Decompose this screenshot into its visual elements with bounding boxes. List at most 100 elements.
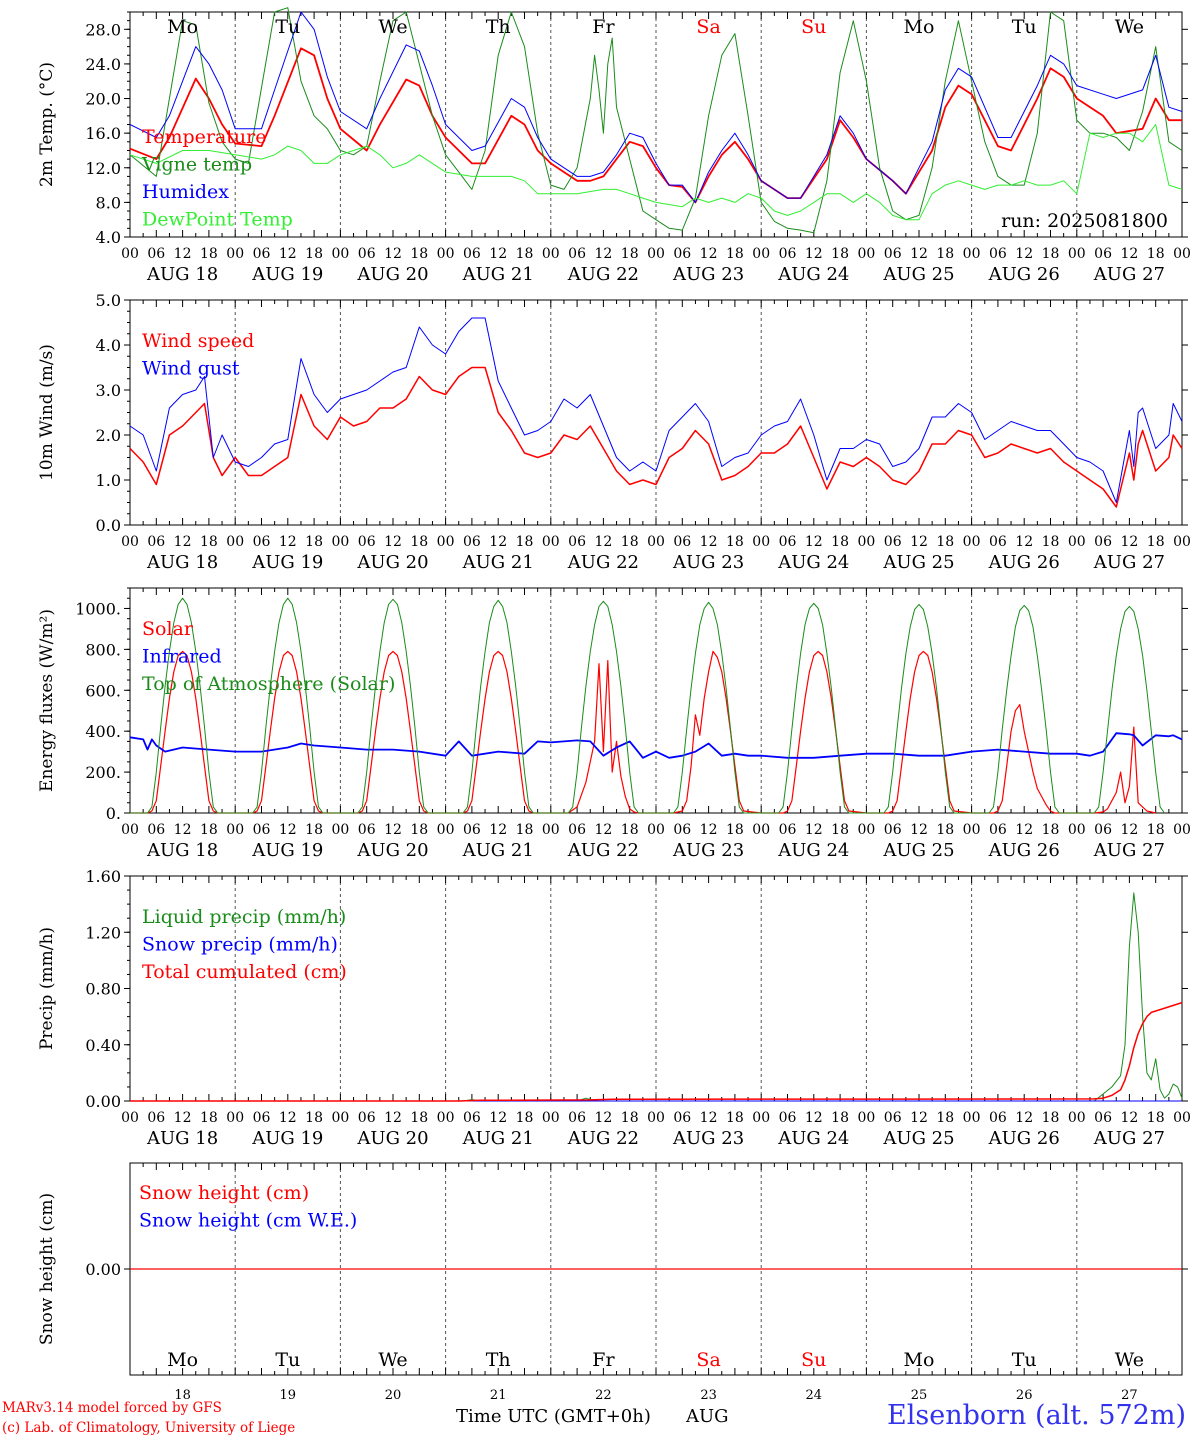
panel-energy: 0. 200. 400. 600. 800. 1000. Energy fluxes (W/…: [37, 587, 1191, 861]
legend-entry: Humidex: [142, 181, 229, 203]
legend-entry: Infrared: [142, 646, 222, 668]
x-day-label: AUG 20: [356, 840, 428, 861]
weekday-label-top: Fr: [592, 16, 615, 38]
x-tick-label: 18: [200, 534, 218, 550]
x-tick-label: 00: [857, 1110, 875, 1126]
y-tick-label: 1.20: [85, 923, 121, 942]
x-tick-label: 06: [1094, 246, 1112, 262]
x-tick-label: 18: [936, 246, 954, 262]
x-tick-label: 12: [1015, 1110, 1033, 1126]
x-day-label: AUG 18: [146, 840, 218, 861]
y-tick-label: 1.0: [96, 471, 121, 490]
x-tick-label: 06: [1094, 822, 1112, 838]
x-tick-label: 12: [700, 822, 718, 838]
weekday-label-bottom: We: [1115, 1349, 1144, 1371]
date-number-label: 27: [1121, 1388, 1138, 1403]
x-tick-label: 06: [673, 534, 691, 550]
x-tick-label: 12: [594, 246, 612, 262]
x-day-label: AUG 22: [567, 1128, 639, 1149]
x-tick-label: 06: [989, 534, 1007, 550]
legend-entry: DewPoint Temp: [142, 209, 293, 231]
x-tick-label: 06: [884, 246, 902, 262]
x-tick-label: 00: [647, 246, 665, 262]
x-tick-label: 12: [1120, 534, 1138, 550]
x-tick-label: 12: [279, 822, 297, 838]
x-tick-label: 00: [542, 822, 560, 838]
x-tick-label: 00: [542, 1110, 560, 1126]
x-tick-label: 12: [384, 534, 402, 550]
x-tick-label: 12: [700, 1110, 718, 1126]
x-day-label: AUG 27: [1093, 264, 1165, 285]
x-tick-label: 12: [279, 246, 297, 262]
x-day-label: AUG 23: [672, 1128, 744, 1149]
x-tick-label: 00: [331, 1110, 349, 1126]
weekday-label-bottom: Th: [486, 1349, 511, 1371]
x-tick-label: 18: [621, 246, 639, 262]
series-line-temperature-1: [129, 7, 1183, 234]
y-tick-label: 12.0: [85, 159, 121, 178]
x-tick-label: 06: [884, 822, 902, 838]
x-tick-label: 00: [437, 1110, 455, 1126]
weekday-label-bottom: Sa: [696, 1349, 720, 1371]
x-tick-label: 12: [805, 534, 823, 550]
y-tick-label: 0.80: [85, 980, 121, 999]
x-tick-label: 00: [1173, 246, 1191, 262]
x-tick-label: 12: [805, 822, 823, 838]
x-day-label: AUG 23: [672, 264, 744, 285]
series-line-energy-0: [130, 650, 1156, 814]
x-day-label: AUG 24: [777, 1128, 849, 1149]
x-day-label: AUG 26: [988, 552, 1060, 573]
weekday-label-bottom: We: [378, 1349, 407, 1371]
x-tick-label: 06: [673, 1110, 691, 1126]
x-day-label: AUG 24: [777, 552, 849, 573]
x-tick-label: 06: [989, 1110, 1007, 1126]
x-tick-label: 12: [594, 534, 612, 550]
y-tick-label: 0.00: [85, 1092, 121, 1111]
legend-entry: Top of Atmosphere (Solar): [142, 673, 395, 695]
x-tick-label: 06: [884, 534, 902, 550]
month-label: AUG: [686, 1406, 729, 1427]
x-tick-label: 12: [1015, 246, 1033, 262]
x-day-label: AUG 18: [146, 1128, 218, 1149]
x-tick-label: 00: [963, 534, 981, 550]
x-tick-label: 00: [647, 534, 665, 550]
x-tick-label: 00: [542, 534, 560, 550]
x-tick-label: 06: [779, 1110, 797, 1126]
panel-precip: 0.00 0.40 0.80 1.20 1.60 Precip (mm/h) 00 06 12 1…: [37, 867, 1191, 1149]
x-tick-label: 18: [305, 246, 323, 262]
x-tick-label: 18: [726, 534, 744, 550]
x-day-label: AUG 27: [1093, 1128, 1165, 1149]
y-tick-label: 1000.: [75, 599, 121, 618]
x-tick-label: 12: [700, 534, 718, 550]
x-tick-label: 18: [200, 246, 218, 262]
legend-entry: Snow height (cm W.E.): [139, 1210, 357, 1232]
x-day-label: AUG 25: [882, 1128, 954, 1149]
x-tick-label: 00: [121, 246, 139, 262]
x-tick-label: 06: [358, 1110, 376, 1126]
panel-temperature: 4.0 8.0 12.0 16.0 20.0 24.0 28.0 2m Temp. (°C) 0…: [37, 7, 1191, 285]
x-tick-label: 18: [936, 1110, 954, 1126]
weekday-label-bottom: Mo: [904, 1349, 935, 1371]
weekday-label-top: Sa: [696, 16, 720, 38]
y-axis-label: Snow height (cm): [37, 1193, 57, 1345]
x-tick-label: 12: [174, 822, 192, 838]
y-tick-label: 4.0: [96, 336, 121, 355]
legend-entry: Solar: [142, 618, 194, 640]
x-tick-label: 06: [884, 1110, 902, 1126]
x-day-label: AUG 19: [251, 264, 323, 285]
x-tick-label: 18: [726, 1110, 744, 1126]
x-day-label: AUG 22: [567, 552, 639, 573]
x-tick-label: 00: [647, 1110, 665, 1126]
legend-entry: Vigne temp: [141, 154, 252, 176]
x-tick-label: 00: [647, 822, 665, 838]
y-axis-label: 2m Temp. (°C): [37, 62, 57, 187]
x-tick-label: 00: [1068, 1110, 1086, 1126]
x-tick-label: 18: [726, 822, 744, 838]
x-tick-label: 12: [1120, 822, 1138, 838]
date-number-label: 19: [280, 1388, 297, 1403]
x-tick-label: 06: [1094, 1110, 1112, 1126]
station-name: Elsenborn (alt. 572m): [887, 1400, 1186, 1431]
weekday-label-bottom: Tu: [275, 1349, 300, 1371]
y-tick-label: 1.60: [85, 867, 121, 886]
x-tick-label: 00: [1068, 534, 1086, 550]
